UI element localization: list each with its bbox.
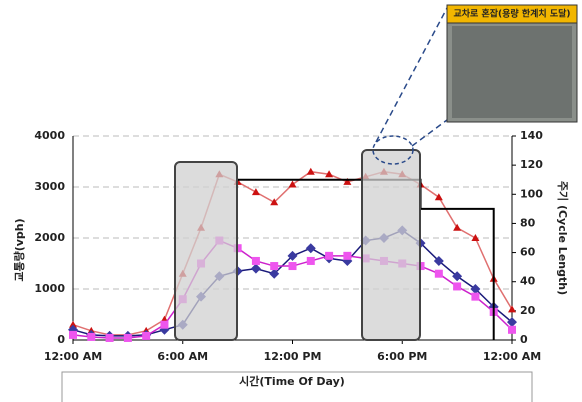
marker	[288, 262, 297, 271]
y-tick-label: 2000	[34, 231, 65, 244]
marker	[306, 256, 315, 265]
marker	[250, 263, 261, 274]
marker	[343, 251, 352, 260]
marker	[325, 170, 334, 178]
marker	[142, 331, 151, 340]
marker	[288, 180, 297, 188]
marker	[507, 317, 517, 328]
marker	[508, 305, 516, 313]
y2-tick-label: 120	[520, 158, 543, 171]
highlight-box	[361, 149, 421, 341]
marker	[270, 262, 279, 271]
inset-caption-bg	[446, 4, 578, 24]
marker	[287, 250, 298, 261]
marker	[453, 223, 462, 231]
y2-tick-label: 20	[520, 304, 536, 317]
y-tick-label: 1000	[34, 282, 65, 295]
marker	[305, 243, 316, 254]
y2-tick-label: 40	[520, 275, 536, 288]
y-tick-label: 3000	[34, 180, 65, 193]
y2-tick-label: 100	[520, 187, 543, 200]
marker	[87, 332, 96, 341]
plot-area: 0 1000 2000 3000 4000 0 20 40 60 80 100 120 140 12:00…	[34, 129, 543, 363]
callout-circle	[372, 135, 414, 165]
marker	[69, 330, 77, 339]
y2-tick-label: 80	[520, 216, 536, 229]
x-tick-label: 12:00 AM	[483, 350, 541, 363]
marker	[270, 198, 279, 206]
y-tick-label: 4000	[34, 129, 65, 142]
marker	[69, 320, 77, 328]
y2-axis-label: 주기 (Cycle Length)	[556, 181, 570, 295]
callout-line	[411, 119, 448, 147]
y2-tick-label: 60	[520, 246, 536, 259]
marker	[470, 284, 481, 294]
marker	[453, 282, 462, 291]
marker	[508, 325, 516, 334]
marker	[251, 188, 260, 196]
marker	[160, 320, 169, 329]
y-tick-label: 0	[57, 333, 65, 346]
marker	[105, 333, 114, 342]
y-axis-label: 교통량(vph)	[13, 218, 26, 281]
marker	[433, 255, 444, 266]
callout-line	[375, 7, 448, 143]
legend-box	[61, 371, 533, 402]
marker	[434, 193, 443, 201]
x-axis-label: 시간(Time Of Day)	[239, 374, 345, 388]
marker	[269, 268, 280, 279]
x-tick-label: 6:00 AM	[157, 350, 208, 363]
x-tick-label: 12:00 AM	[44, 350, 102, 363]
marker	[434, 269, 443, 278]
marker	[251, 256, 260, 265]
marker	[471, 292, 480, 301]
inset-caption: 교차로 혼잡(용량 한계치 도달)	[454, 8, 571, 20]
highlight-box	[174, 161, 238, 341]
marker	[343, 177, 352, 185]
marker	[471, 234, 480, 241]
x-tick-label: 6:00 PM	[377, 350, 427, 363]
y2-tick-label: 0	[520, 333, 528, 346]
marker	[325, 251, 334, 260]
y2-tick-label: 140	[520, 129, 543, 142]
marker	[123, 333, 132, 342]
x-tick-label: 12:00 PM	[264, 350, 322, 363]
inset-photo-content	[452, 26, 572, 118]
marker	[452, 271, 463, 282]
marker	[306, 167, 315, 175]
